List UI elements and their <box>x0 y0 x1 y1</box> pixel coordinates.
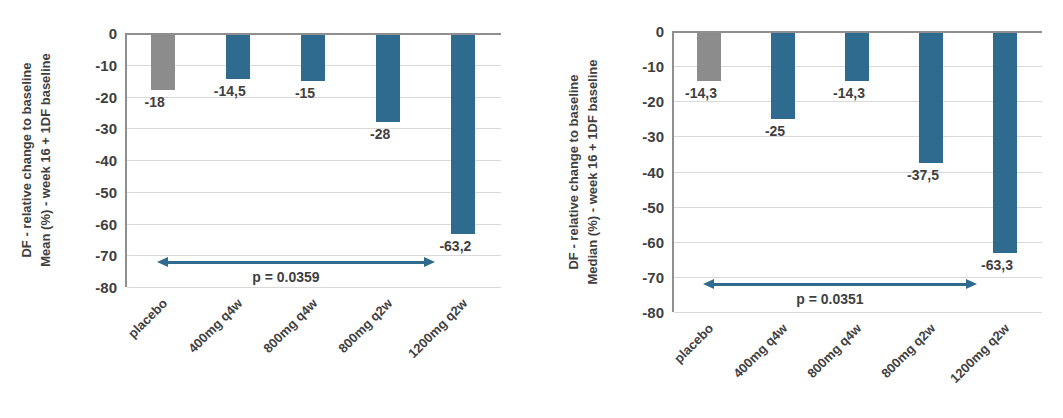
bar-value-label: -25 <box>743 123 807 140</box>
bar-value-label: -28 <box>348 126 412 143</box>
y-axis-tick-label: -40 <box>69 151 117 170</box>
y-axis-tick-label: -50 <box>69 183 117 202</box>
bar-1200mg-q2w <box>993 33 1017 253</box>
y-axis-tick-label: -60 <box>69 215 117 234</box>
bar-value-label: -63,2 <box>423 238 487 255</box>
y-axis-tick-label: 0 <box>616 22 664 41</box>
p-value-label: p = 0.0359 <box>211 269 361 286</box>
y-axis-tick-label: 0 <box>69 24 117 43</box>
bar-value-label: -14,3 <box>817 85 881 102</box>
gridline <box>674 277 1042 278</box>
x-axis-label: 1200mg q2w <box>382 295 472 385</box>
gridline <box>127 255 501 256</box>
y-axis-tick-label: -50 <box>616 198 664 217</box>
y-axis-tick-label: -30 <box>69 119 117 138</box>
gridline <box>674 312 1042 313</box>
gridline <box>127 224 501 225</box>
gridline <box>674 136 1042 137</box>
gridline <box>127 160 501 161</box>
bar-value-label: -14,3 <box>669 85 733 102</box>
bar-800mg-q2w <box>919 33 943 163</box>
arrow-head-right-icon <box>966 279 977 289</box>
y-axis-tick-label: -10 <box>616 57 664 76</box>
bar-800mg-q4w <box>301 35 325 81</box>
bar-value-label: -37,5 <box>891 167 955 184</box>
bar-placebo <box>151 35 175 90</box>
p-value-label: p = 0.0351 <box>755 291 905 308</box>
y-axis-title: DF - relative change to baselineMean (%)… <box>17 10 55 310</box>
gridline <box>127 287 501 288</box>
gridline <box>127 128 501 129</box>
bar-1200mg-q2w <box>451 35 475 234</box>
bar-placebo <box>697 33 721 81</box>
y-axis-title-line-1: DF - relative change to baseline <box>564 22 583 322</box>
arrow-head-left-icon <box>157 257 168 267</box>
y-axis-title-line-2: Mean (%) - week 16 + 1DF baseline <box>36 10 55 310</box>
y-axis-tick-label: -70 <box>69 246 117 265</box>
gridline <box>674 172 1042 173</box>
chart-median: DF - relative change to baselineMedian (… <box>531 0 1062 418</box>
significance-arrow <box>712 283 968 286</box>
y-axis-title: DF - relative change to baselineMedian (… <box>564 22 602 322</box>
bar-800mg-q4w <box>845 33 869 81</box>
y-axis-tick-label: -40 <box>616 163 664 182</box>
gridline <box>674 242 1042 243</box>
chart-mean: DF - relative change to baselineMean (%)… <box>0 0 531 418</box>
y-axis-tick-label: -20 <box>616 92 664 111</box>
arrow-head-right-icon <box>424 257 435 267</box>
gridline <box>127 192 501 193</box>
y-axis-tick-label: -60 <box>616 233 664 252</box>
bar-value-label: -15 <box>273 85 337 102</box>
gridline <box>674 207 1042 208</box>
y-axis-tick-label: -70 <box>616 268 664 287</box>
y-axis-tick-label: -10 <box>69 56 117 75</box>
y-axis-title-line-2: Median (%) - week 16 + 1DF baseline <box>583 22 602 322</box>
significance-arrow <box>166 261 427 264</box>
clinical-trial-bar-charts: DF - relative change to baselineMean (%)… <box>0 0 1063 418</box>
y-axis-tick-label: -30 <box>616 127 664 146</box>
y-axis-tick-label: -80 <box>69 278 117 297</box>
y-axis-tick-label: -80 <box>616 303 664 322</box>
bar-400mg-q4w <box>771 33 795 119</box>
bar-400mg-q4w <box>226 35 250 79</box>
y-axis-title-line-1: DF - relative change to baseline <box>17 10 36 310</box>
arrow-head-left-icon <box>703 279 714 289</box>
bar-800mg-q2w <box>376 35 400 122</box>
y-axis-tick-label: -20 <box>69 88 117 107</box>
bar-value-label: -63,3 <box>965 257 1029 274</box>
bar-value-label: -18 <box>123 94 187 111</box>
bar-value-label: -14,5 <box>198 83 262 100</box>
